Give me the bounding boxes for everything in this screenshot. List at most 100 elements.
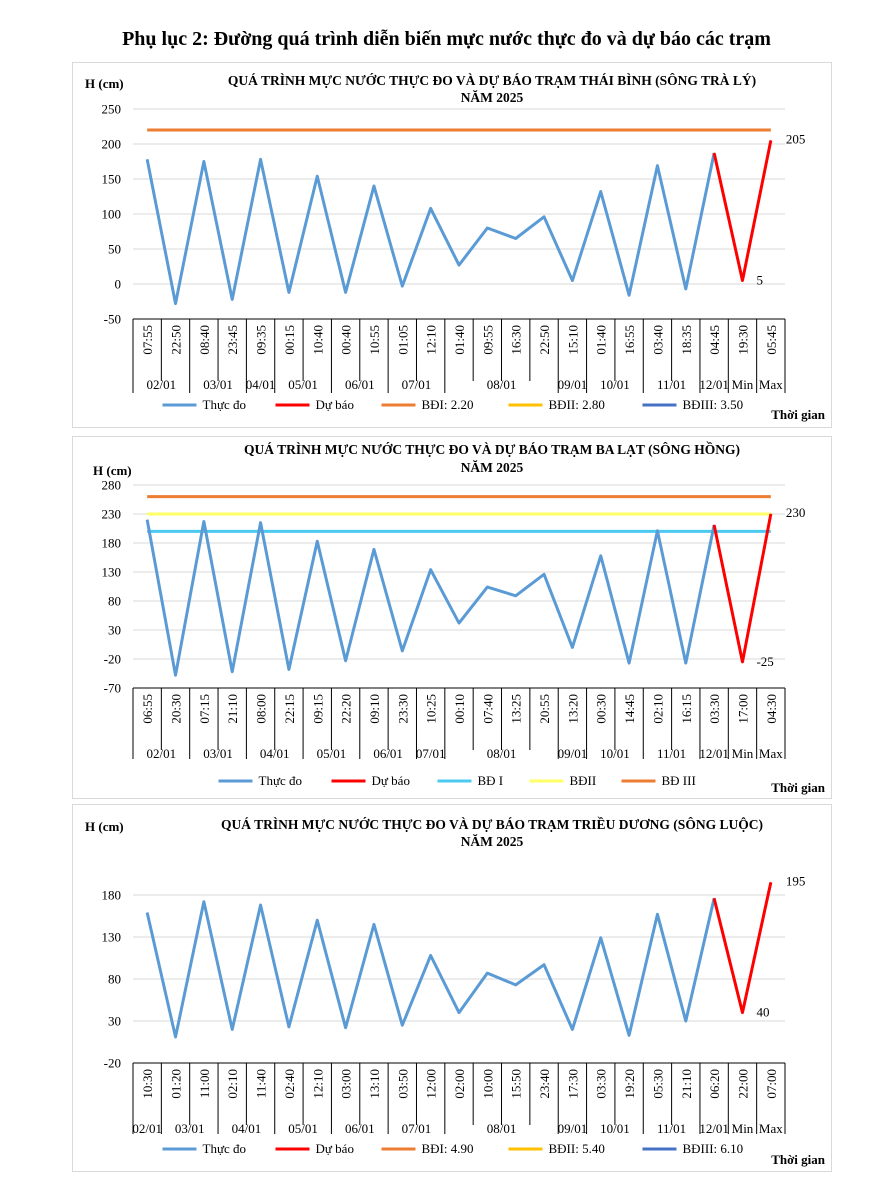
x-tick-label: 21:10 <box>679 1069 694 1099</box>
date-group-label: 06/01 <box>345 1121 375 1136</box>
x-tick-label: 04:30 <box>764 694 779 724</box>
legend-label: BĐIII: 6.10 <box>683 1141 744 1156</box>
observed-point <box>571 280 573 281</box>
date-group-label: 08/01 <box>487 746 517 761</box>
observed-point <box>571 646 573 648</box>
x-tick-label: 17:00 <box>735 694 750 724</box>
x-tick-label: 02:10 <box>225 1069 240 1099</box>
x-tick-label: 03:50 <box>395 1069 410 1099</box>
x-tick-label: 01:40 <box>452 325 467 355</box>
observed-point <box>628 294 630 296</box>
legend-label: Thực đo <box>259 773 303 788</box>
date-group-label: 03/01 <box>203 746 233 761</box>
date-group-label: 02/01 <box>132 1121 162 1136</box>
observed-point <box>543 964 545 966</box>
observed-point <box>543 216 545 218</box>
date-group-label: 12/01 <box>699 377 729 392</box>
date-group-label: 08/01 <box>487 1121 517 1136</box>
x-tick-label: 05:30 <box>650 1069 665 1099</box>
forecast-point <box>741 661 743 663</box>
y-tick-label: -70 <box>104 681 121 696</box>
observed-point <box>430 207 432 209</box>
chart-title-year: NĂM 2025 <box>461 90 524 105</box>
y-tick-label: 130 <box>102 930 122 945</box>
observed-point <box>175 303 177 305</box>
x-tick-label: 14:45 <box>622 694 637 724</box>
forecast-point <box>770 513 772 515</box>
y-tick-label: 30 <box>108 1014 121 1029</box>
x-tick-label: 00:10 <box>452 694 467 724</box>
observed-point <box>203 901 205 903</box>
legend-label: BĐII <box>570 773 597 788</box>
x-tick-label: 03:30 <box>594 1069 609 1099</box>
y-tick-label: 200 <box>102 137 122 152</box>
date-group-label: 04/01 <box>232 1121 262 1136</box>
x-tick-label: 10:30 <box>140 1069 155 1099</box>
date-group-label: 06/01 <box>373 746 403 761</box>
observed-point <box>543 573 545 575</box>
x-tick-label: 21:10 <box>225 694 240 724</box>
legend-label: Dự báo <box>316 397 354 412</box>
observed-point <box>316 175 318 177</box>
observed-point <box>515 984 517 986</box>
x-tick-label: 09:10 <box>367 694 382 724</box>
date-group-label: 02/01 <box>147 746 177 761</box>
date-group-label: 10/01 <box>600 1121 630 1136</box>
data-label: 230 <box>786 505 806 520</box>
observed-point <box>515 595 517 597</box>
date-group-label: 05/01 <box>317 746 347 761</box>
series-forecast-line <box>712 140 773 282</box>
x-tick-label: 12:10 <box>424 325 439 355</box>
date-group-label: Min <box>732 746 754 761</box>
observed-point <box>685 1020 687 1022</box>
x-tick-label: 16:55 <box>622 325 637 355</box>
date-group-label: 07/01 <box>402 1121 432 1136</box>
observed-point <box>175 674 177 676</box>
x-tick-label: 12:00 <box>424 1069 439 1099</box>
y-tick-label: 230 <box>102 507 122 522</box>
x-tick-label: 18:35 <box>679 325 694 355</box>
x-tick-label: 12:10 <box>310 1069 325 1099</box>
date-group-label: 08/01 <box>487 377 517 392</box>
x-axis-label: Thời gian <box>771 1152 826 1167</box>
x-tick-label: 02:10 <box>650 694 665 724</box>
observed-point <box>203 161 205 162</box>
date-group-label: Max <box>759 746 783 761</box>
chart-title: QUÁ TRÌNH MỰC NƯỚC THỰC ĐO VÀ DỰ BÁO TRẠ… <box>221 817 763 832</box>
chart-panel-ba-lat: QUÁ TRÌNH MỰC NƯỚC THỰC ĐO VÀ DỰ BÁO TRẠ… <box>72 436 832 799</box>
chart-panel-trieu-duong: QUÁ TRÌNH MỰC NƯỚC THỰC ĐO VÀ DỰ BÁO TRẠ… <box>72 804 832 1172</box>
y-tick-label: 130 <box>102 565 122 580</box>
observed-point <box>600 191 602 193</box>
observed-point <box>458 1012 460 1014</box>
x-tick-label: 16:15 <box>679 694 694 724</box>
legend-label: BĐII: 2.80 <box>549 397 605 412</box>
series-observed-line <box>145 898 716 1039</box>
legend-label: BĐI: 2.20 <box>422 397 474 412</box>
observed-point <box>628 662 630 664</box>
y-tick-label: 100 <box>102 207 122 222</box>
observed-point <box>430 954 432 956</box>
x-tick-label: 20:55 <box>537 694 552 724</box>
observed-point <box>260 158 262 160</box>
x-tick-label: 22:00 <box>735 1069 750 1099</box>
legend-label: BĐ III <box>662 773 696 788</box>
x-tick-label: 03:40 <box>650 325 665 355</box>
observed-point <box>316 540 318 542</box>
date-group-label: 12/01 <box>699 1121 729 1136</box>
chart-title: QUÁ TRÌNH MỰC NƯỚC THỰC ĐO VÀ DỰ BÁO TRẠ… <box>228 73 756 88</box>
observed-point <box>401 650 403 652</box>
x-tick-label: 22:15 <box>282 694 297 724</box>
date-group-label: 03/01 <box>175 1121 205 1136</box>
x-axis-label: Thời gian <box>771 407 826 422</box>
page-title: Phụ lục 2: Đường quá trình diễn biến mực… <box>122 28 771 50</box>
x-tick-label: 07:40 <box>480 694 495 724</box>
y-tick-label: 80 <box>108 594 121 609</box>
chart-panel-thai-binh: QUÁ TRÌNH MỰC NƯỚC THỰC ĐO VÀ DỰ BÁO TRẠ… <box>72 62 832 428</box>
x-tick-label: 22:50 <box>537 325 552 355</box>
date-group-label: 12/01 <box>699 746 729 761</box>
x-tick-label: 07:55 <box>140 325 155 355</box>
date-group-label: 05/01 <box>288 1121 318 1136</box>
x-tick-label: 01:05 <box>395 325 410 355</box>
y-tick-label: 50 <box>108 242 121 257</box>
y-tick-label: 80 <box>108 972 121 987</box>
